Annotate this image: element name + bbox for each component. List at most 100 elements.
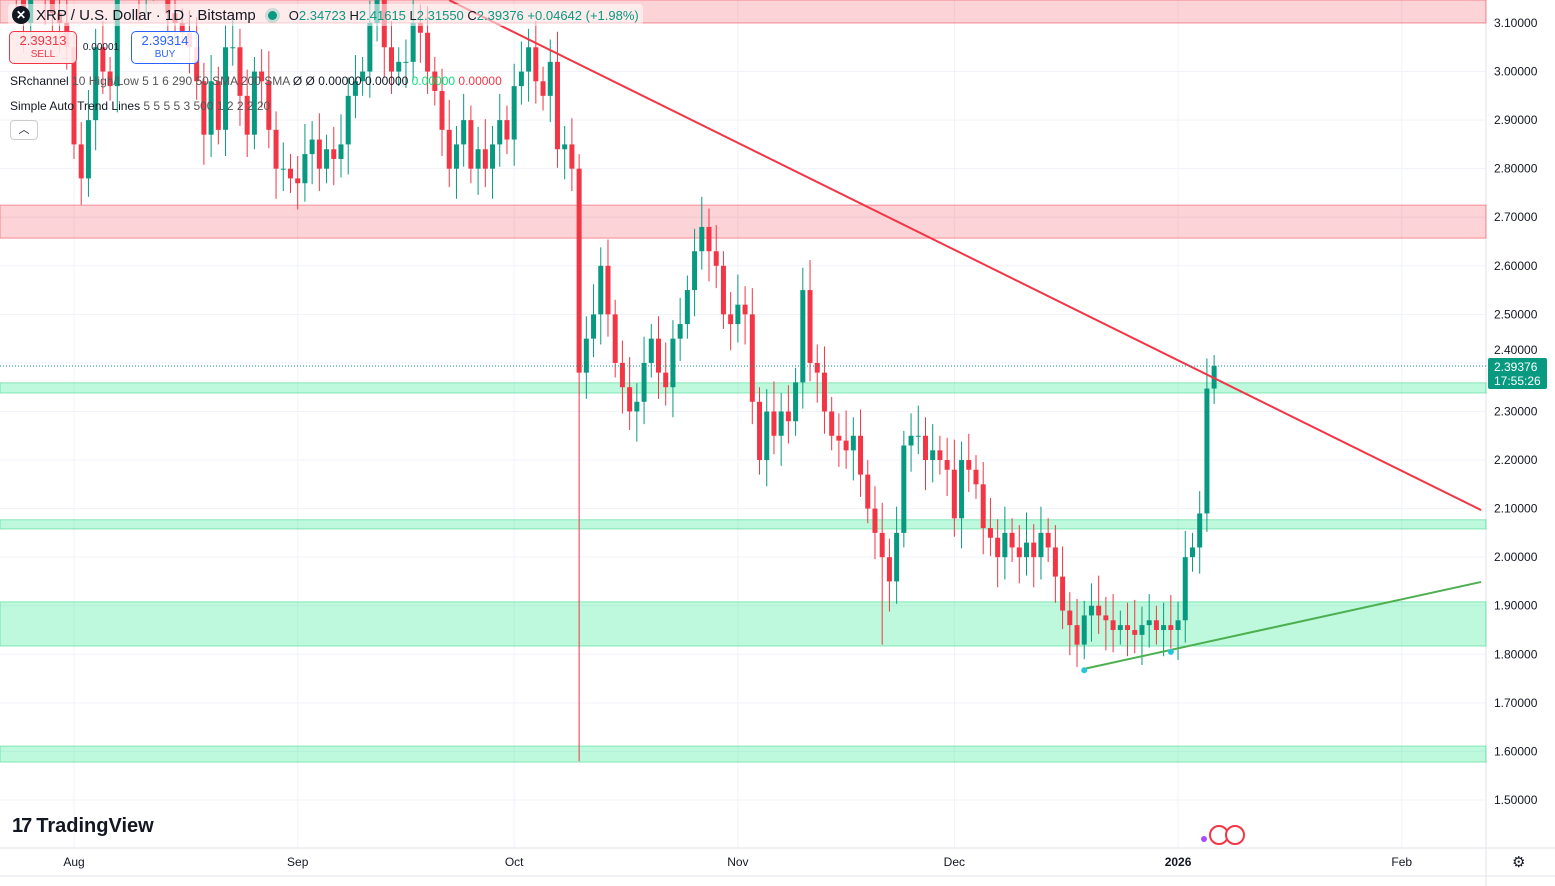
candle bbox=[533, 21, 539, 104]
tradingview-logo[interactable]: 17 TradingView bbox=[12, 815, 154, 838]
candle-body bbox=[764, 411, 770, 461]
candle bbox=[360, 56, 366, 96]
candle-body bbox=[677, 324, 683, 339]
candle bbox=[482, 119, 488, 188]
symbol-title[interactable]: XRP / U.S. Dollar · 1D · Bitstamp bbox=[36, 6, 256, 24]
candle-body bbox=[309, 139, 315, 155]
candle-body bbox=[915, 435, 921, 437]
candle-body bbox=[85, 120, 91, 179]
indicator-srchannel[interactable]: SRchannel 10 High/Low 5 1 6 290 50 SMA 2… bbox=[10, 74, 502, 88]
candle-body bbox=[1045, 532, 1051, 548]
candle-body bbox=[302, 154, 308, 184]
candle bbox=[1182, 530, 1188, 643]
candle bbox=[865, 460, 871, 524]
candle bbox=[223, 24, 229, 157]
candle bbox=[316, 113, 322, 192]
indicator-trend-lines[interactable]: Simple Auto Trend Lines 5 5 5 5 3 500 1 … bbox=[10, 99, 271, 113]
candle bbox=[461, 93, 467, 167]
candle bbox=[728, 292, 734, 351]
last-price: 2.39376 bbox=[1494, 360, 1538, 374]
y-tick-label: 2.30000 bbox=[1494, 404, 1538, 418]
candle-body bbox=[446, 129, 452, 169]
candle-body bbox=[1168, 625, 1174, 630]
candle-body bbox=[663, 372, 669, 388]
candle-body bbox=[612, 314, 618, 363]
candle bbox=[78, 122, 84, 205]
candle-body bbox=[1096, 605, 1102, 616]
candle bbox=[396, 47, 402, 87]
y-tick-label: 1.80000 bbox=[1494, 647, 1538, 661]
candle bbox=[836, 413, 842, 467]
buy-button[interactable]: 2.39314 BUY bbox=[131, 31, 199, 64]
candle-body bbox=[453, 144, 459, 169]
candle bbox=[908, 413, 914, 472]
candle bbox=[850, 417, 856, 481]
candle-body bbox=[807, 290, 813, 363]
candle-body bbox=[71, 47, 77, 145]
candle bbox=[338, 114, 344, 178]
candle bbox=[526, 28, 532, 102]
candle bbox=[634, 383, 640, 442]
x-tick-label: Nov bbox=[727, 855, 748, 869]
bar-countdown: 17:55:26 bbox=[1494, 374, 1541, 388]
candle-body bbox=[894, 532, 900, 582]
collapse-legend-button[interactable]: ︿ bbox=[10, 120, 38, 140]
candle-body bbox=[1009, 532, 1015, 548]
support-trend-line bbox=[1084, 580, 1482, 670]
candle-body bbox=[1081, 615, 1087, 645]
x-tick-label: 2026 bbox=[1165, 855, 1192, 869]
candle bbox=[1096, 575, 1102, 634]
candle bbox=[100, 21, 106, 94]
candle bbox=[677, 297, 683, 361]
candle bbox=[692, 228, 698, 317]
candle-body bbox=[93, 47, 99, 121]
candle-body bbox=[518, 71, 524, 87]
candle-body bbox=[886, 557, 892, 582]
candle-body bbox=[432, 71, 438, 91]
y-tick-label: 3.00000 bbox=[1494, 65, 1538, 79]
candle bbox=[547, 39, 553, 123]
candle bbox=[432, 56, 438, 106]
candle-body bbox=[410, 23, 416, 62]
ohlc-values: O2.34723 H2.41615 L2.31550 C2.39376 +0.0… bbox=[288, 7, 639, 23]
candle bbox=[648, 324, 654, 378]
candle bbox=[1168, 595, 1174, 649]
resistance-zone bbox=[0, 204, 1487, 239]
candle-body bbox=[562, 144, 568, 150]
sell-button[interactable]: 2.39313 SELL bbox=[9, 31, 77, 64]
candle bbox=[1067, 592, 1073, 656]
candle bbox=[944, 437, 950, 496]
candle bbox=[1074, 598, 1080, 667]
candle bbox=[619, 340, 625, 414]
candle-body bbox=[980, 484, 986, 529]
candle-body bbox=[821, 372, 827, 412]
candle bbox=[980, 461, 986, 555]
tradingview-mark-icon: 17 bbox=[12, 815, 32, 837]
candle-body bbox=[836, 435, 842, 441]
candle-body bbox=[100, 47, 106, 72]
candle bbox=[1161, 602, 1167, 657]
candle bbox=[843, 410, 849, 469]
candle-body bbox=[995, 537, 1001, 558]
brand-name: TradingView bbox=[36, 815, 154, 837]
candle bbox=[1045, 518, 1051, 563]
y-tick-label: 1.60000 bbox=[1494, 744, 1538, 758]
candle bbox=[85, 90, 91, 197]
candle bbox=[706, 208, 712, 282]
settings-gear-icon[interactable]: ⚙ bbox=[1512, 854, 1526, 871]
candle-body bbox=[439, 90, 445, 130]
candle-body bbox=[858, 435, 864, 475]
candle-body bbox=[295, 178, 301, 184]
candle bbox=[1153, 605, 1159, 645]
candle-body bbox=[526, 47, 532, 72]
candle-body bbox=[1052, 547, 1058, 577]
support-zone bbox=[0, 601, 1487, 647]
y-tick-label: 2.20000 bbox=[1494, 453, 1538, 467]
candle-body bbox=[345, 95, 351, 145]
y-tick-label: 1.70000 bbox=[1494, 696, 1538, 710]
candle bbox=[605, 239, 611, 337]
y-tick-label: 2.40000 bbox=[1494, 343, 1538, 357]
candle bbox=[280, 142, 286, 192]
candle bbox=[937, 435, 943, 475]
